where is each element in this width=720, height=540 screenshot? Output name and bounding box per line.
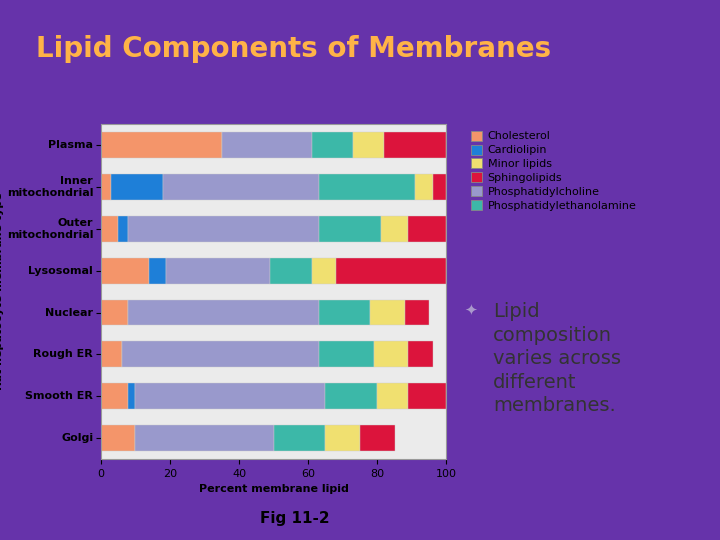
Bar bbox=[312, 258, 336, 284]
Bar bbox=[101, 132, 222, 158]
Bar bbox=[101, 425, 135, 451]
Bar bbox=[101, 300, 128, 326]
Bar bbox=[360, 425, 395, 451]
Bar bbox=[433, 174, 446, 200]
Bar bbox=[405, 300, 429, 326]
Bar bbox=[101, 383, 128, 409]
Bar bbox=[374, 341, 408, 367]
Bar bbox=[270, 258, 312, 284]
Bar bbox=[318, 216, 381, 242]
Bar bbox=[325, 383, 377, 409]
Bar bbox=[408, 216, 446, 242]
Legend: Cholesterol, Cardiolipin, Minor lipids, Sphingolipids, Phosphatidylcholine, Phos: Cholesterol, Cardiolipin, Minor lipids, … bbox=[467, 127, 639, 214]
X-axis label: Percent membrane lipid: Percent membrane lipid bbox=[199, 484, 348, 494]
Bar bbox=[312, 132, 353, 158]
Text: ✦: ✦ bbox=[464, 302, 477, 318]
Bar bbox=[336, 258, 446, 284]
Text: Lipid
composition
varies across
different
membranes.: Lipid composition varies across differen… bbox=[493, 302, 621, 415]
Bar bbox=[415, 174, 433, 200]
Bar bbox=[408, 341, 433, 367]
Bar bbox=[118, 216, 128, 242]
Bar bbox=[377, 383, 408, 409]
Bar bbox=[135, 425, 274, 451]
Bar bbox=[101, 258, 149, 284]
Bar bbox=[353, 132, 384, 158]
Bar bbox=[384, 132, 446, 158]
Bar bbox=[101, 341, 122, 367]
Bar bbox=[122, 341, 318, 367]
Bar bbox=[149, 258, 166, 284]
Bar bbox=[101, 174, 111, 200]
Bar bbox=[318, 174, 415, 200]
Bar bbox=[101, 216, 118, 242]
Bar bbox=[274, 425, 325, 451]
Bar bbox=[318, 300, 370, 326]
Bar bbox=[128, 383, 135, 409]
Bar bbox=[370, 300, 405, 326]
Bar bbox=[128, 216, 318, 242]
Text: Lipid Components of Membranes: Lipid Components of Membranes bbox=[36, 35, 551, 63]
Text: Fig 11-2: Fig 11-2 bbox=[261, 511, 330, 526]
Bar bbox=[318, 341, 374, 367]
Bar bbox=[408, 383, 446, 409]
Bar bbox=[166, 258, 270, 284]
Bar bbox=[128, 300, 318, 326]
Bar bbox=[381, 216, 408, 242]
Bar bbox=[135, 383, 325, 409]
Bar bbox=[111, 174, 163, 200]
Bar bbox=[325, 425, 360, 451]
Y-axis label: Rat hepatocyte membrane type: Rat hepatocyte membrane type bbox=[0, 193, 4, 390]
Bar bbox=[163, 174, 318, 200]
Bar bbox=[222, 132, 312, 158]
